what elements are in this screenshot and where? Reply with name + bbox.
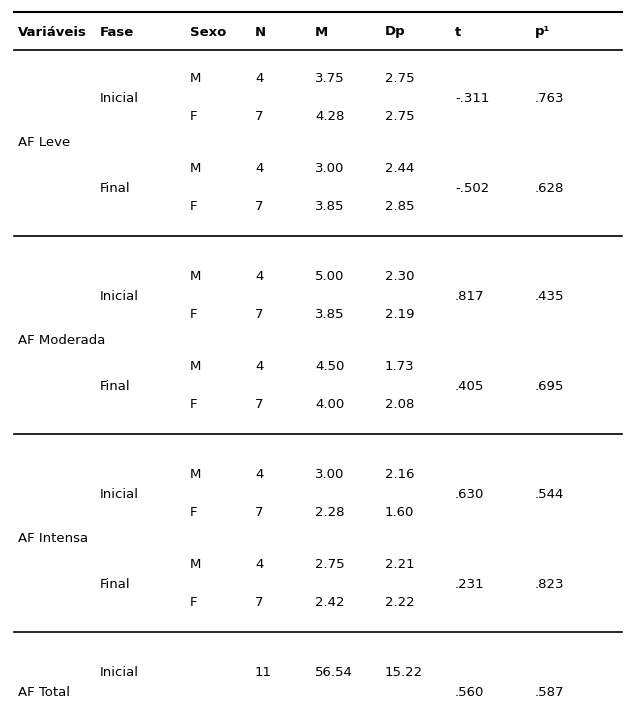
Text: Inicial: Inicial xyxy=(100,666,139,680)
Text: M: M xyxy=(190,72,202,86)
Text: 2.22: 2.22 xyxy=(385,597,415,609)
Text: Inicial: Inicial xyxy=(100,289,139,303)
Text: 4.00: 4.00 xyxy=(315,399,344,411)
Text: 4: 4 xyxy=(255,559,263,571)
Text: F: F xyxy=(190,110,198,124)
Text: 2.75: 2.75 xyxy=(385,110,415,124)
Text: t: t xyxy=(455,25,461,39)
Text: M: M xyxy=(190,270,202,284)
Text: F: F xyxy=(190,399,198,411)
Text: Final: Final xyxy=(100,380,130,392)
Text: Variáveis: Variáveis xyxy=(18,25,87,39)
Text: 1.73: 1.73 xyxy=(385,361,415,373)
Text: .630: .630 xyxy=(455,487,485,501)
Text: Inicial: Inicial xyxy=(100,91,139,105)
Text: p¹: p¹ xyxy=(535,25,550,39)
Text: 7: 7 xyxy=(255,399,263,411)
Text: Inicial: Inicial xyxy=(100,487,139,501)
Text: 11: 11 xyxy=(255,666,272,680)
Text: N: N xyxy=(255,25,266,39)
Text: M: M xyxy=(190,559,202,571)
Text: M: M xyxy=(190,361,202,373)
Text: .763: .763 xyxy=(535,91,565,105)
Text: 2.75: 2.75 xyxy=(315,559,345,571)
Text: 7: 7 xyxy=(255,308,263,322)
Text: F: F xyxy=(190,201,198,213)
Text: F: F xyxy=(190,507,198,519)
Text: .695: .695 xyxy=(535,380,564,392)
Text: .628: .628 xyxy=(535,182,564,194)
Text: 7: 7 xyxy=(255,110,263,124)
Text: 56.54: 56.54 xyxy=(315,666,353,680)
Text: 15.22: 15.22 xyxy=(385,666,423,680)
Text: .544: .544 xyxy=(535,487,564,501)
Text: 2.75: 2.75 xyxy=(385,72,415,86)
Text: .587: .587 xyxy=(535,685,565,698)
Text: 2.08: 2.08 xyxy=(385,399,415,411)
Text: Final: Final xyxy=(100,578,130,590)
Text: 2.44: 2.44 xyxy=(385,162,415,176)
Text: Sexo: Sexo xyxy=(190,25,226,39)
Text: .231: .231 xyxy=(455,578,485,590)
Text: F: F xyxy=(190,308,198,322)
Text: AF Leve: AF Leve xyxy=(18,136,70,150)
Text: 3.00: 3.00 xyxy=(315,468,344,482)
Text: 7: 7 xyxy=(255,507,263,519)
Text: .435: .435 xyxy=(535,289,565,303)
Text: 7: 7 xyxy=(255,201,263,213)
Text: M: M xyxy=(190,162,202,176)
Text: M: M xyxy=(190,468,202,482)
Text: 3.75: 3.75 xyxy=(315,72,345,86)
Text: 3.85: 3.85 xyxy=(315,308,345,322)
Text: 1.60: 1.60 xyxy=(385,507,415,519)
Text: 5.00: 5.00 xyxy=(315,270,344,284)
Text: Dp: Dp xyxy=(385,25,406,39)
Text: Fase: Fase xyxy=(100,25,134,39)
Text: 4: 4 xyxy=(255,270,263,284)
Text: 2.42: 2.42 xyxy=(315,597,345,609)
Text: 4: 4 xyxy=(255,162,263,176)
Text: 2.30: 2.30 xyxy=(385,270,415,284)
Text: -.502: -.502 xyxy=(455,182,489,194)
Text: F: F xyxy=(190,597,198,609)
Text: 4: 4 xyxy=(255,72,263,86)
Text: AF Intensa: AF Intensa xyxy=(18,533,88,545)
Text: 7: 7 xyxy=(255,597,263,609)
Text: .405: .405 xyxy=(455,380,485,392)
Text: 4: 4 xyxy=(255,468,263,482)
Text: .823: .823 xyxy=(535,578,565,590)
Text: 4: 4 xyxy=(255,361,263,373)
Text: 2.85: 2.85 xyxy=(385,201,415,213)
Text: M: M xyxy=(315,25,328,39)
Text: 2.28: 2.28 xyxy=(315,507,345,519)
Text: 2.21: 2.21 xyxy=(385,559,415,571)
Text: .560: .560 xyxy=(455,685,485,698)
Text: 2.19: 2.19 xyxy=(385,308,415,322)
Text: .817: .817 xyxy=(455,289,485,303)
Text: AF Moderada: AF Moderada xyxy=(18,334,106,347)
Text: 4.28: 4.28 xyxy=(315,110,344,124)
Text: 3.00: 3.00 xyxy=(315,162,344,176)
Text: -.311: -.311 xyxy=(455,91,489,105)
Text: 2.16: 2.16 xyxy=(385,468,415,482)
Text: 3.85: 3.85 xyxy=(315,201,345,213)
Text: Final: Final xyxy=(100,182,130,194)
Text: 4.50: 4.50 xyxy=(315,361,344,373)
Text: AF Total: AF Total xyxy=(18,685,70,698)
